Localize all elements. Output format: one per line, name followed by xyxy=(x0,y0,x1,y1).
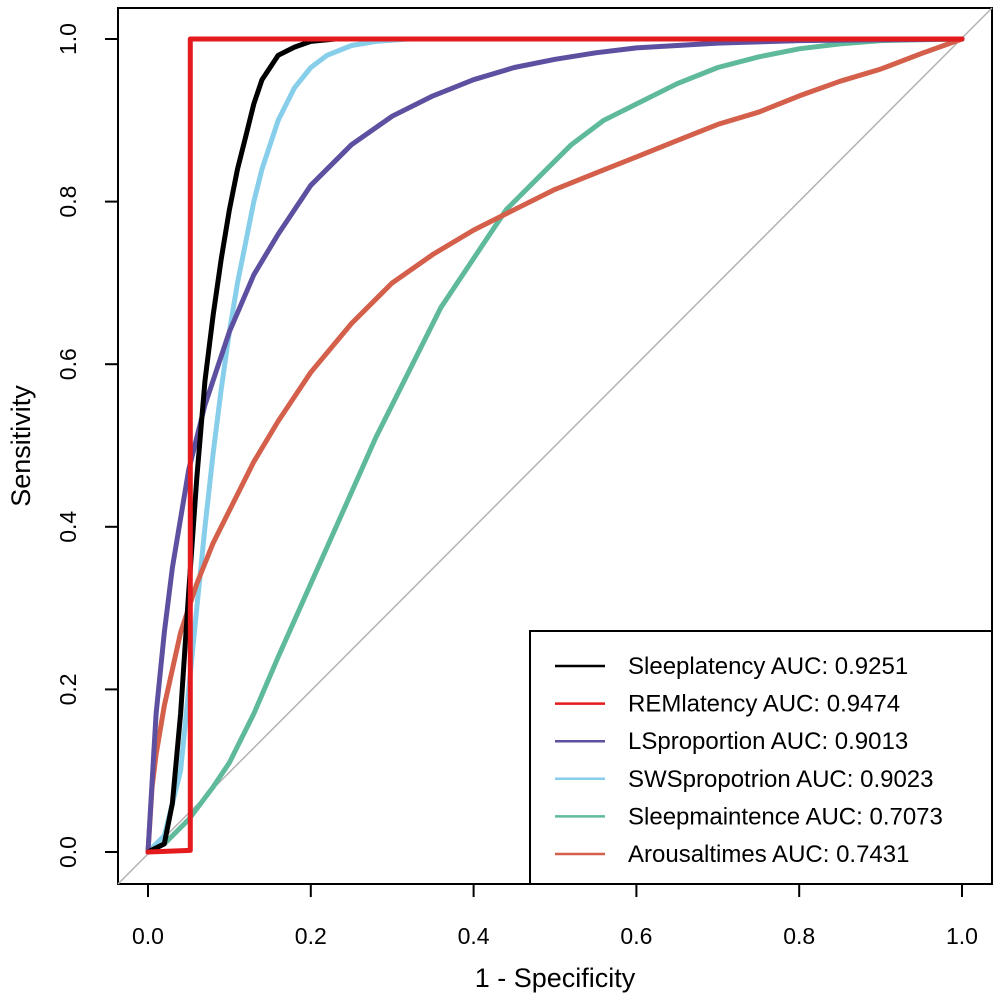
x-axis-title: 1 - Specificity xyxy=(475,963,636,993)
y-tick-label-5: 1.0 xyxy=(55,23,81,55)
x-tick-label-5: 1.0 xyxy=(946,923,978,949)
series-line-4 xyxy=(145,36,965,855)
y-tick-label-4: 0.8 xyxy=(55,186,81,218)
series-line-1 xyxy=(145,36,965,855)
x-tick-label-3: 0.6 xyxy=(620,923,652,949)
reference-diagonal-line xyxy=(117,7,993,885)
x-tick-label-0: 0.0 xyxy=(132,923,164,949)
legend-label-5: Arousaltimes AUC: 0.7431 xyxy=(628,841,909,868)
x-tick-label-1: 0.2 xyxy=(295,923,327,949)
y-tick-label-0: 0.0 xyxy=(55,836,81,868)
legend-label-3: SWSpropotrion AUC: 0.9023 xyxy=(628,766,934,793)
y-tick-label-3: 0.6 xyxy=(55,348,81,380)
legend-box xyxy=(529,630,993,885)
legend-label-4: Sleepmaintence AUC: 0.7073 xyxy=(628,803,943,830)
y-tick-label-2: 0.4 xyxy=(55,511,81,543)
x-tick-label-4: 0.8 xyxy=(783,923,815,949)
legend-label-2: LSproportion AUC: 0.9013 xyxy=(628,728,908,755)
y-tick-label-1: 0.2 xyxy=(55,673,81,705)
series-line-2 xyxy=(145,36,965,855)
x-tick-label-2: 0.4 xyxy=(458,923,490,949)
y-axis-title: Sensitivity xyxy=(6,385,36,507)
legend-label-0: Sleeplatency AUC: 0.9251 xyxy=(628,653,908,680)
legend-label-1: REMlatency AUC: 0.9474 xyxy=(628,691,900,718)
